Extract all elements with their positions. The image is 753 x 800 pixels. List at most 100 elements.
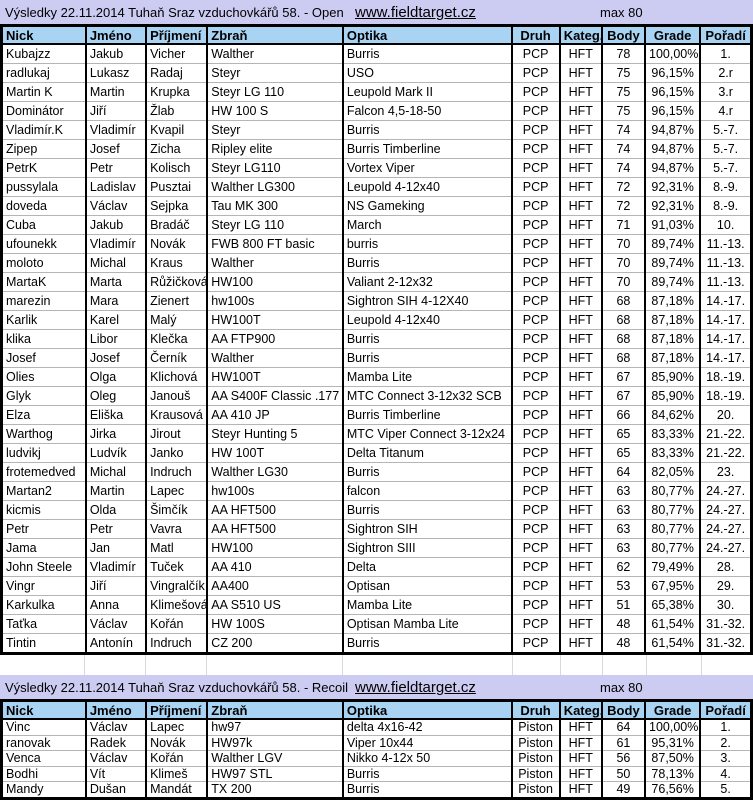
header-row: Nick Jméno Příjmení Zbraň Optika Druh Kateg. Bo…: [0, 699, 753, 720]
jmeno-cell: Olda: [84, 500, 147, 520]
prijmeni-cell: Krupka: [145, 82, 208, 102]
kateg-cell: HFT: [558, 557, 602, 577]
jmeno-cell: Oleg: [84, 386, 147, 406]
body-cell: 51: [600, 595, 646, 615]
poradi-cell: 31.-32.: [699, 614, 752, 634]
column-header-druh: Druh: [510, 24, 561, 45]
prijmeni-cell: Mandát: [145, 781, 208, 798]
jmeno-cell: Petr: [84, 158, 147, 178]
optika-cell: Vortex Viper: [341, 158, 512, 178]
optika-cell: Falcon 4,5-18-50: [341, 101, 512, 121]
body-cell: 65: [600, 443, 646, 463]
druh-cell: PCP: [510, 386, 560, 406]
poradi-cell: 5.-7.: [699, 120, 752, 140]
kateg-cell: HFT: [558, 348, 602, 368]
optika-cell: Burris: [341, 633, 512, 654]
zbran-cell: hw100s: [206, 291, 343, 311]
zbran-cell: AA HFT500: [206, 500, 343, 520]
table-row: Vinc Václav Lapec hw97 delta 4x16-42 Piston HF…: [2, 719, 752, 735]
body-cell: 74: [600, 120, 646, 140]
grade-cell: 85,90%: [644, 367, 701, 387]
grade-cell: 82,05%: [644, 462, 701, 482]
zbran-cell: HW 100 S: [206, 101, 343, 121]
prijmeni-cell: Krausová: [145, 405, 208, 425]
body-cell: 68: [600, 291, 646, 311]
optika-cell: Nikko 4-12x 50: [341, 750, 512, 766]
zbran-cell: FWB 800 FT basic: [206, 234, 343, 254]
column-header-jmeno: Jméno: [84, 24, 148, 45]
jmeno-cell: Josef: [84, 139, 147, 159]
body-cell: 68: [600, 310, 646, 330]
prijmeni-cell: Vingralčík: [145, 576, 208, 596]
nick-cell: Cuba: [1, 215, 86, 235]
grade-cell: 80,77%: [644, 519, 701, 539]
body-cell: 62: [600, 557, 646, 577]
druh-cell: PCP: [510, 63, 560, 83]
column-header-optika: Optika: [341, 699, 513, 720]
zbran-cell: AA400: [206, 576, 343, 596]
kateg-cell: HFT: [558, 44, 602, 64]
nick-cell: Olies: [1, 367, 86, 387]
grade-cell: 83,33%: [644, 424, 701, 444]
poradi-cell: 31.-32.: [699, 633, 752, 654]
body-cell: 67: [600, 386, 646, 406]
body-cell: 63: [600, 481, 646, 501]
jmeno-cell: Jakub: [84, 215, 147, 235]
optika-cell: Burris: [341, 462, 512, 482]
grade-cell: 96,15%: [644, 63, 701, 83]
body-cell: 67: [600, 367, 646, 387]
body-cell: 48: [600, 633, 646, 654]
prijmeni-cell: Klichová: [145, 367, 208, 387]
kateg-cell: HFT: [558, 196, 602, 216]
grade-cell: 79,49%: [644, 557, 701, 577]
open-results-table: Nick Jméno Příjmení Zbraň Optika Druh Kateg. Bo…: [0, 24, 753, 655]
optika-cell: Burris: [341, 253, 512, 273]
optika-cell: USO: [341, 63, 512, 83]
grade-cell: 92,31%: [644, 196, 701, 216]
poradi-cell: 18.-19.: [699, 367, 752, 387]
grade-cell: 80,77%: [644, 500, 701, 520]
prijmeni-cell: Zicha: [145, 139, 208, 159]
poradi-cell: 14.-17.: [699, 329, 752, 349]
jmeno-cell: Lukasz: [84, 63, 147, 83]
nick-cell: PetrK: [1, 158, 86, 178]
optika-cell: burris: [341, 234, 512, 254]
grade-cell: 80,77%: [644, 481, 701, 501]
open-title-bar: Výsledky 22.11.2014 Tuhaň Sraz vzduchovk…: [0, 0, 753, 24]
druh-cell: Piston: [510, 750, 560, 766]
nick-cell: MartaK: [1, 272, 86, 292]
optika-cell: Delta: [341, 557, 512, 577]
zbran-cell: Tau MK 300: [206, 196, 343, 216]
poradi-cell: 3.: [699, 750, 752, 766]
kateg-cell: HFT: [558, 253, 602, 273]
zbran-cell: Steyr LG110: [206, 158, 343, 178]
druh-cell: PCP: [510, 196, 560, 216]
poradi-cell: 1.: [699, 44, 752, 64]
column-header-zbran: Zbraň: [206, 699, 344, 720]
table-row: Cuba Jakub Bradáč Steyr LG 110 March PCP HFT 71…: [1, 215, 752, 235]
poradi-cell: 23.: [699, 462, 752, 482]
table-row: Tintin Antonín Indruch CZ 200 Burris PCP HFT 48…: [1, 633, 752, 654]
druh-cell: PCP: [510, 633, 560, 654]
body-cell: 49: [600, 781, 646, 798]
jmeno-cell: Vladimír: [84, 234, 147, 254]
body-cell: 48: [600, 614, 646, 634]
optika-cell: Burris Timberline: [341, 405, 512, 425]
jmeno-cell: Jirka: [84, 424, 147, 444]
grade-cell: 100,00%: [644, 719, 701, 735]
grade-cell: 78,13%: [644, 765, 701, 782]
fieldtarget-link[interactable]: www.fieldtarget.cz: [355, 678, 476, 696]
grade-cell: 85,90%: [644, 386, 701, 406]
table-row: Karkulka Anna Klimešová AA S510 US Mamba Lit…: [1, 595, 752, 615]
table-row: Zipep Josef Zicha Ripley elite Burris Timber…: [1, 139, 752, 159]
jmeno-cell: Jan: [84, 538, 147, 558]
table-row: Jama Jan Matl HW100 Sightron SIII PCP HFT 63 80,…: [1, 538, 752, 558]
body-cell: 53: [600, 576, 646, 596]
fieldtarget-link[interactable]: www.fieldtarget.cz: [355, 3, 476, 21]
druh-cell: PCP: [510, 101, 560, 121]
prijmeni-cell: Janouš: [145, 386, 208, 406]
jmeno-cell: Radek: [84, 734, 147, 751]
poradi-cell: 28.: [699, 557, 752, 577]
table-row: pussylala Ladislav Pusztai Walther LG300 Leu…: [1, 177, 752, 197]
jmeno-cell: Mara: [84, 291, 147, 311]
